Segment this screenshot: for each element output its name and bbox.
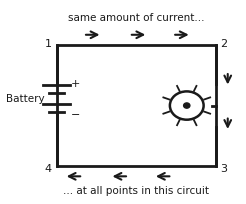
Bar bbox=[57, 46, 216, 166]
Text: −: − bbox=[71, 109, 80, 119]
Circle shape bbox=[184, 103, 190, 109]
Text: 1: 1 bbox=[45, 39, 52, 49]
Text: same amount of current...: same amount of current... bbox=[68, 12, 204, 22]
Text: +: + bbox=[71, 79, 80, 89]
Text: Battery: Battery bbox=[6, 94, 45, 104]
Text: 3: 3 bbox=[221, 163, 228, 173]
Text: ... at all points in this circuit: ... at all points in this circuit bbox=[63, 186, 209, 195]
Text: 4: 4 bbox=[45, 163, 52, 173]
Text: 2: 2 bbox=[221, 39, 228, 49]
